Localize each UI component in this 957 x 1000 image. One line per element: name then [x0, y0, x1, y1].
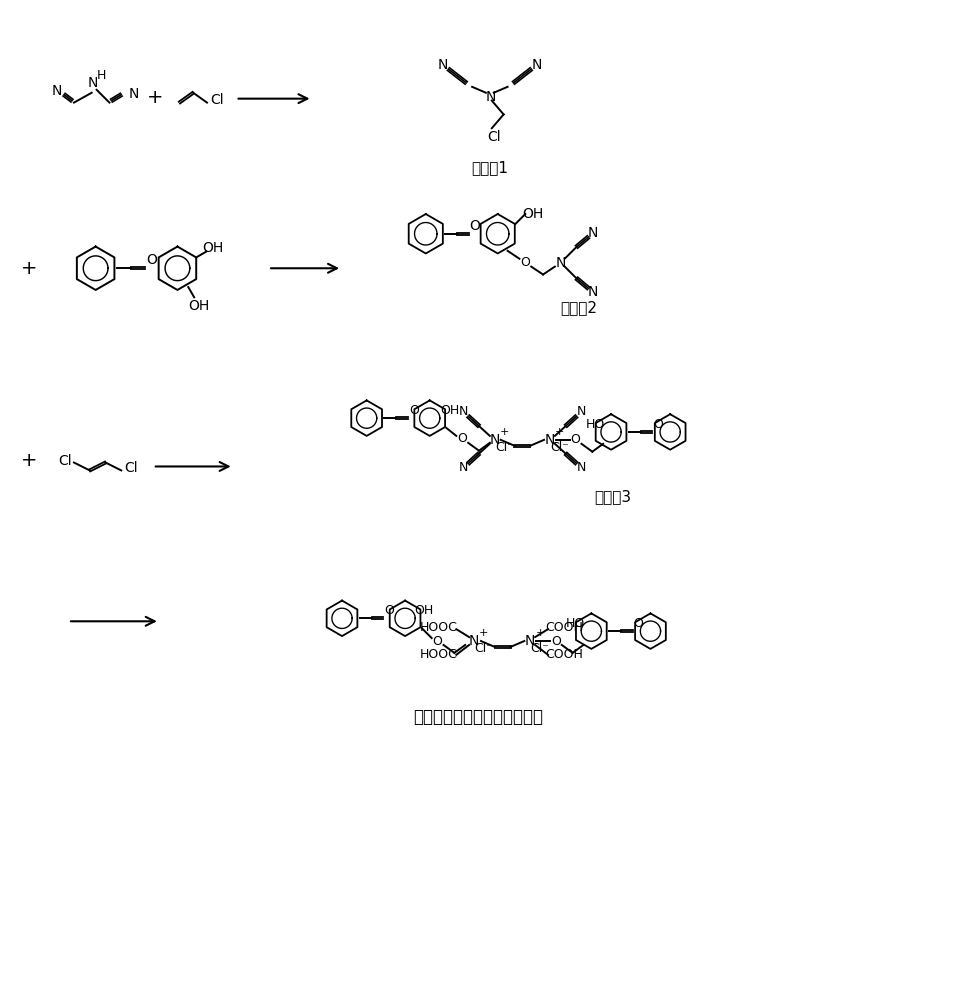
Text: O: O [551, 635, 561, 648]
Text: H: H [97, 69, 106, 82]
Text: N: N [87, 76, 98, 90]
Text: Cl⁻: Cl⁻ [495, 441, 514, 454]
Text: N: N [532, 58, 543, 72]
Text: N: N [469, 634, 479, 648]
Text: O: O [654, 418, 663, 431]
Text: N: N [52, 84, 62, 98]
Text: Cl: Cl [58, 454, 72, 468]
Text: HO: HO [586, 418, 605, 431]
Text: 中间䤶3: 中间䤶3 [594, 490, 632, 505]
Text: 中间䤶1: 中间䤶1 [472, 160, 508, 175]
Text: N: N [577, 461, 587, 474]
Text: Cl: Cl [124, 461, 138, 475]
Text: OH: OH [189, 299, 210, 313]
Text: N: N [129, 87, 140, 101]
Text: O: O [433, 635, 442, 648]
Text: +: + [555, 427, 565, 437]
Text: HOOC: HOOC [420, 648, 457, 661]
Text: COOH: COOH [545, 648, 583, 661]
Text: N: N [458, 405, 468, 418]
Text: N: N [545, 433, 555, 447]
Text: OH: OH [414, 604, 434, 617]
Text: O: O [146, 253, 157, 267]
Text: OH: OH [440, 404, 459, 417]
Text: O: O [634, 617, 643, 630]
Text: N: N [525, 634, 535, 648]
Text: OH: OH [523, 207, 544, 221]
Text: COOH: COOH [545, 621, 583, 634]
Text: OH: OH [203, 241, 224, 255]
Text: N: N [577, 405, 587, 418]
Text: N: N [437, 58, 448, 72]
Text: +: + [535, 628, 545, 638]
Text: +: + [20, 451, 37, 470]
Text: +: + [479, 628, 489, 638]
Text: +: + [500, 427, 509, 437]
Text: Cl: Cl [487, 130, 501, 144]
Text: N: N [485, 90, 496, 104]
Text: +: + [20, 259, 37, 278]
Text: O: O [385, 604, 394, 617]
Text: 中间䤶2: 中间䤶2 [560, 300, 597, 315]
Text: N: N [556, 256, 566, 270]
Text: O: O [570, 433, 581, 446]
Text: Cl: Cl [210, 93, 224, 107]
Text: N: N [490, 433, 500, 447]
Text: O: O [470, 219, 480, 233]
Text: Cl⁻: Cl⁻ [550, 441, 569, 454]
Text: N: N [589, 285, 598, 299]
Text: HOOC: HOOC [420, 621, 457, 634]
Text: O: O [409, 404, 419, 417]
Text: O: O [457, 432, 467, 445]
Text: HO: HO [566, 617, 585, 630]
Text: 双二苯甲酐双子季銃盐中间体: 双二苯甲酐双子季銃盐中间体 [413, 708, 543, 726]
Text: N: N [589, 226, 598, 240]
Text: Cl⁻: Cl⁻ [530, 642, 549, 655]
Text: O: O [521, 256, 530, 269]
Text: N: N [458, 461, 468, 474]
Text: +: + [146, 88, 163, 107]
Text: Cl⁻: Cl⁻ [475, 642, 494, 655]
